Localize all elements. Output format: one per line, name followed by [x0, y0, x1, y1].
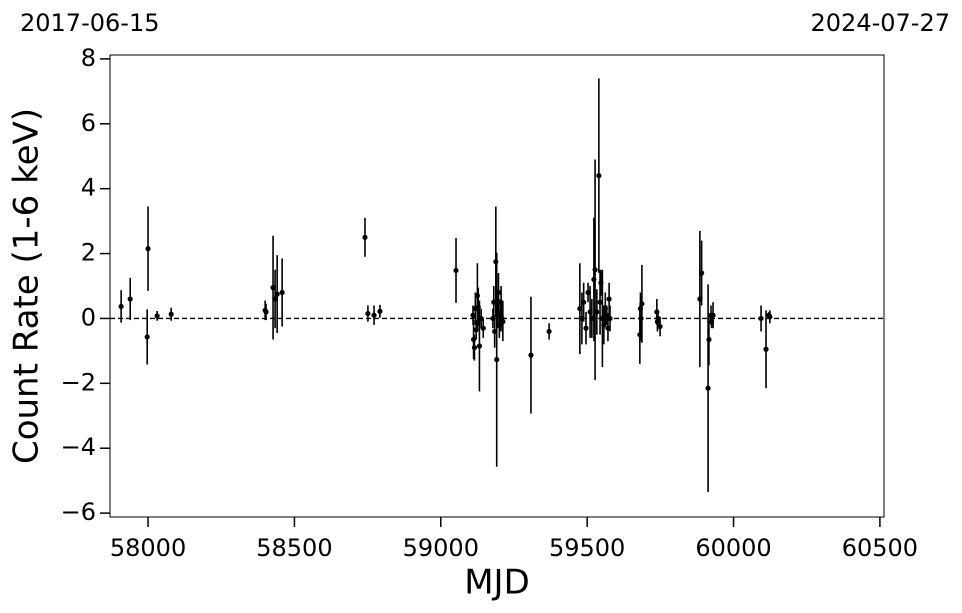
data-point — [607, 315, 613, 322]
x-axis-label: MJD — [464, 563, 530, 603]
data-point — [274, 291, 280, 297]
data-point — [494, 357, 500, 363]
data-point — [377, 308, 383, 314]
data-point — [500, 319, 506, 325]
data-point — [767, 314, 773, 320]
y-axis-label: Count Rate (1-6 keV) — [7, 108, 47, 464]
data-point — [474, 293, 480, 299]
data-point — [705, 385, 711, 391]
data-point — [471, 345, 478, 351]
x-tick-label: 58500 — [256, 534, 332, 562]
data-point — [453, 267, 459, 274]
data-point — [706, 336, 712, 343]
data-point — [528, 352, 534, 358]
y-tick-label: −2 — [61, 368, 96, 396]
data-point — [480, 325, 486, 331]
y-tick-label: 6 — [81, 109, 96, 137]
data-point — [371, 312, 377, 318]
data-point — [596, 173, 602, 179]
data-point — [476, 343, 483, 349]
data-point — [638, 315, 644, 322]
y-tick-label: 0 — [81, 303, 96, 331]
end-date: 2024-07-27 — [811, 9, 950, 37]
y-tick-label: −4 — [61, 433, 96, 461]
data-point — [583, 325, 589, 331]
data-point — [127, 296, 133, 302]
y-tick-label: 8 — [81, 44, 96, 72]
data-point — [592, 267, 598, 273]
y-tick-label: 4 — [81, 174, 96, 202]
data-point — [365, 310, 371, 317]
data-point — [763, 346, 769, 352]
x-tick-label: 59500 — [549, 534, 625, 562]
data-point — [758, 315, 764, 322]
x-tick-label: 58000 — [110, 534, 186, 562]
data-point — [118, 303, 124, 310]
data-point — [699, 270, 705, 276]
y-tick-label: −6 — [61, 498, 96, 526]
data-point — [495, 289, 502, 296]
data-point — [154, 313, 160, 319]
data-point — [168, 311, 174, 317]
data-point — [144, 334, 150, 340]
plot-frame — [109, 54, 885, 518]
data-point — [597, 299, 603, 305]
data-point — [594, 309, 600, 315]
x-tick-label: 59000 — [403, 534, 479, 562]
data-point — [263, 309, 269, 315]
data-point — [493, 259, 499, 265]
data-point — [546, 328, 552, 335]
data-point — [470, 336, 477, 343]
x-tick-label: 60000 — [695, 534, 771, 562]
data-point — [581, 299, 587, 305]
data-point — [606, 296, 612, 302]
data-point — [145, 246, 151, 252]
data-point — [657, 323, 663, 330]
x-tick-label: 60500 — [842, 534, 918, 562]
data-point — [470, 312, 476, 318]
data-point — [279, 289, 285, 296]
data-point — [710, 312, 716, 318]
data-point — [362, 234, 368, 240]
data-point — [473, 327, 479, 333]
data-point — [639, 301, 645, 307]
start-date: 2017-06-15 — [20, 9, 159, 37]
y-tick-label: 2 — [81, 239, 96, 267]
